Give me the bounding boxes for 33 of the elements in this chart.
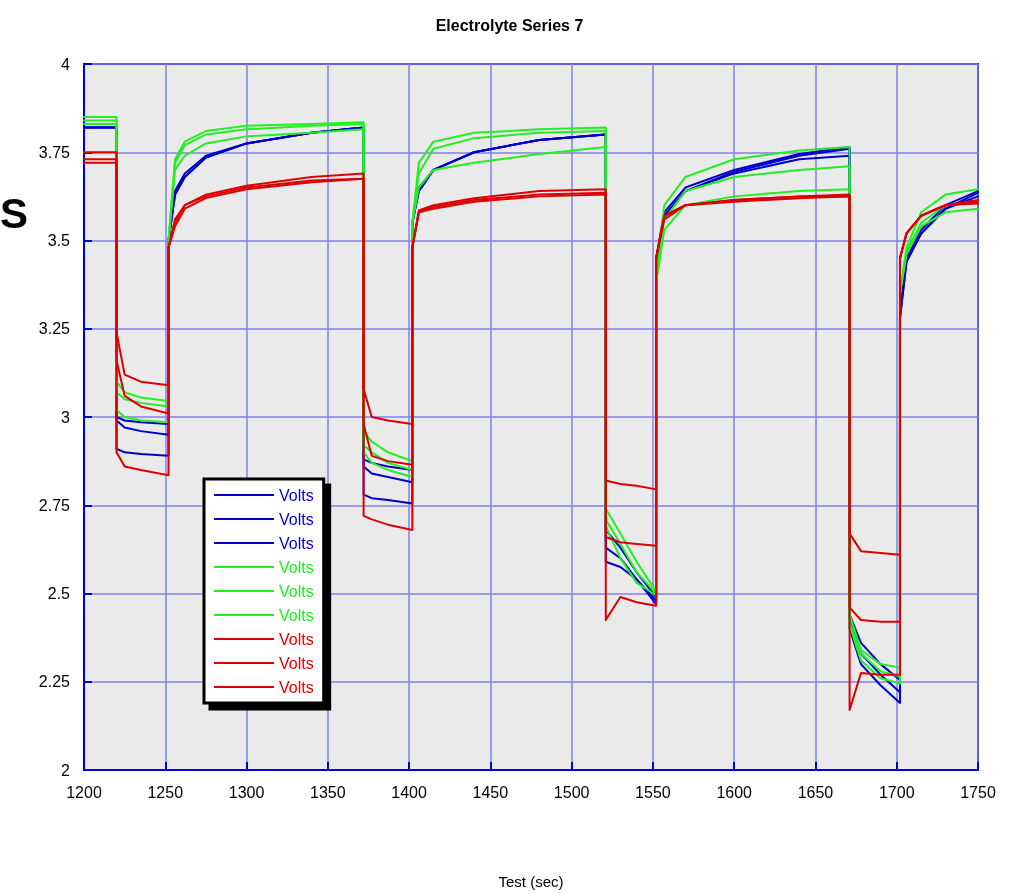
legend-label: Volts (279, 582, 314, 600)
y-tick-label: 3 (61, 408, 71, 426)
x-tick-label: 1750 (960, 783, 996, 801)
y-tick-label: 2 (61, 761, 71, 779)
x-tick-label: 1500 (553, 783, 590, 801)
legend-label: Volts (279, 558, 314, 576)
legend-label: Volts (279, 606, 314, 624)
x-tick-label: 1250 (147, 783, 184, 801)
legend-label: Volts (279, 486, 314, 504)
y-tick-label: 2.5 (47, 585, 71, 602)
x-tick-label: 1550 (635, 783, 671, 801)
legend-label: Volts (279, 534, 314, 552)
y-tick-label: 2.25 (38, 673, 71, 691)
x-tick-label: 1300 (228, 783, 265, 801)
x-tick-label: 1200 (66, 783, 102, 801)
y-tick-label: 3.75 (38, 143, 71, 161)
x-tick-label: 1650 (797, 783, 834, 801)
x-tick-label: 1350 (310, 783, 346, 801)
y-tick-label: 2.75 (38, 496, 71, 514)
legend-label: Volts (279, 654, 314, 672)
y-tick-label: 3.5 (47, 232, 71, 249)
x-tick-label: 1600 (716, 783, 753, 801)
x-axis-title: Test (sec) (498, 873, 564, 890)
y-tick-label: 4 (61, 55, 71, 73)
x-tick-label: 1400 (391, 783, 427, 801)
y-axis-title: S (0, 189, 29, 237)
x-tick-label: 1700 (878, 783, 915, 801)
legend-label: Volts (279, 678, 314, 696)
legend-label: Volts (279, 510, 314, 528)
legend-label: Volts (279, 630, 314, 648)
chart-title: Electrolyte Series 7 (435, 16, 584, 34)
y-tick-label: 3.25 (38, 320, 71, 338)
x-tick-label: 1450 (472, 783, 509, 801)
